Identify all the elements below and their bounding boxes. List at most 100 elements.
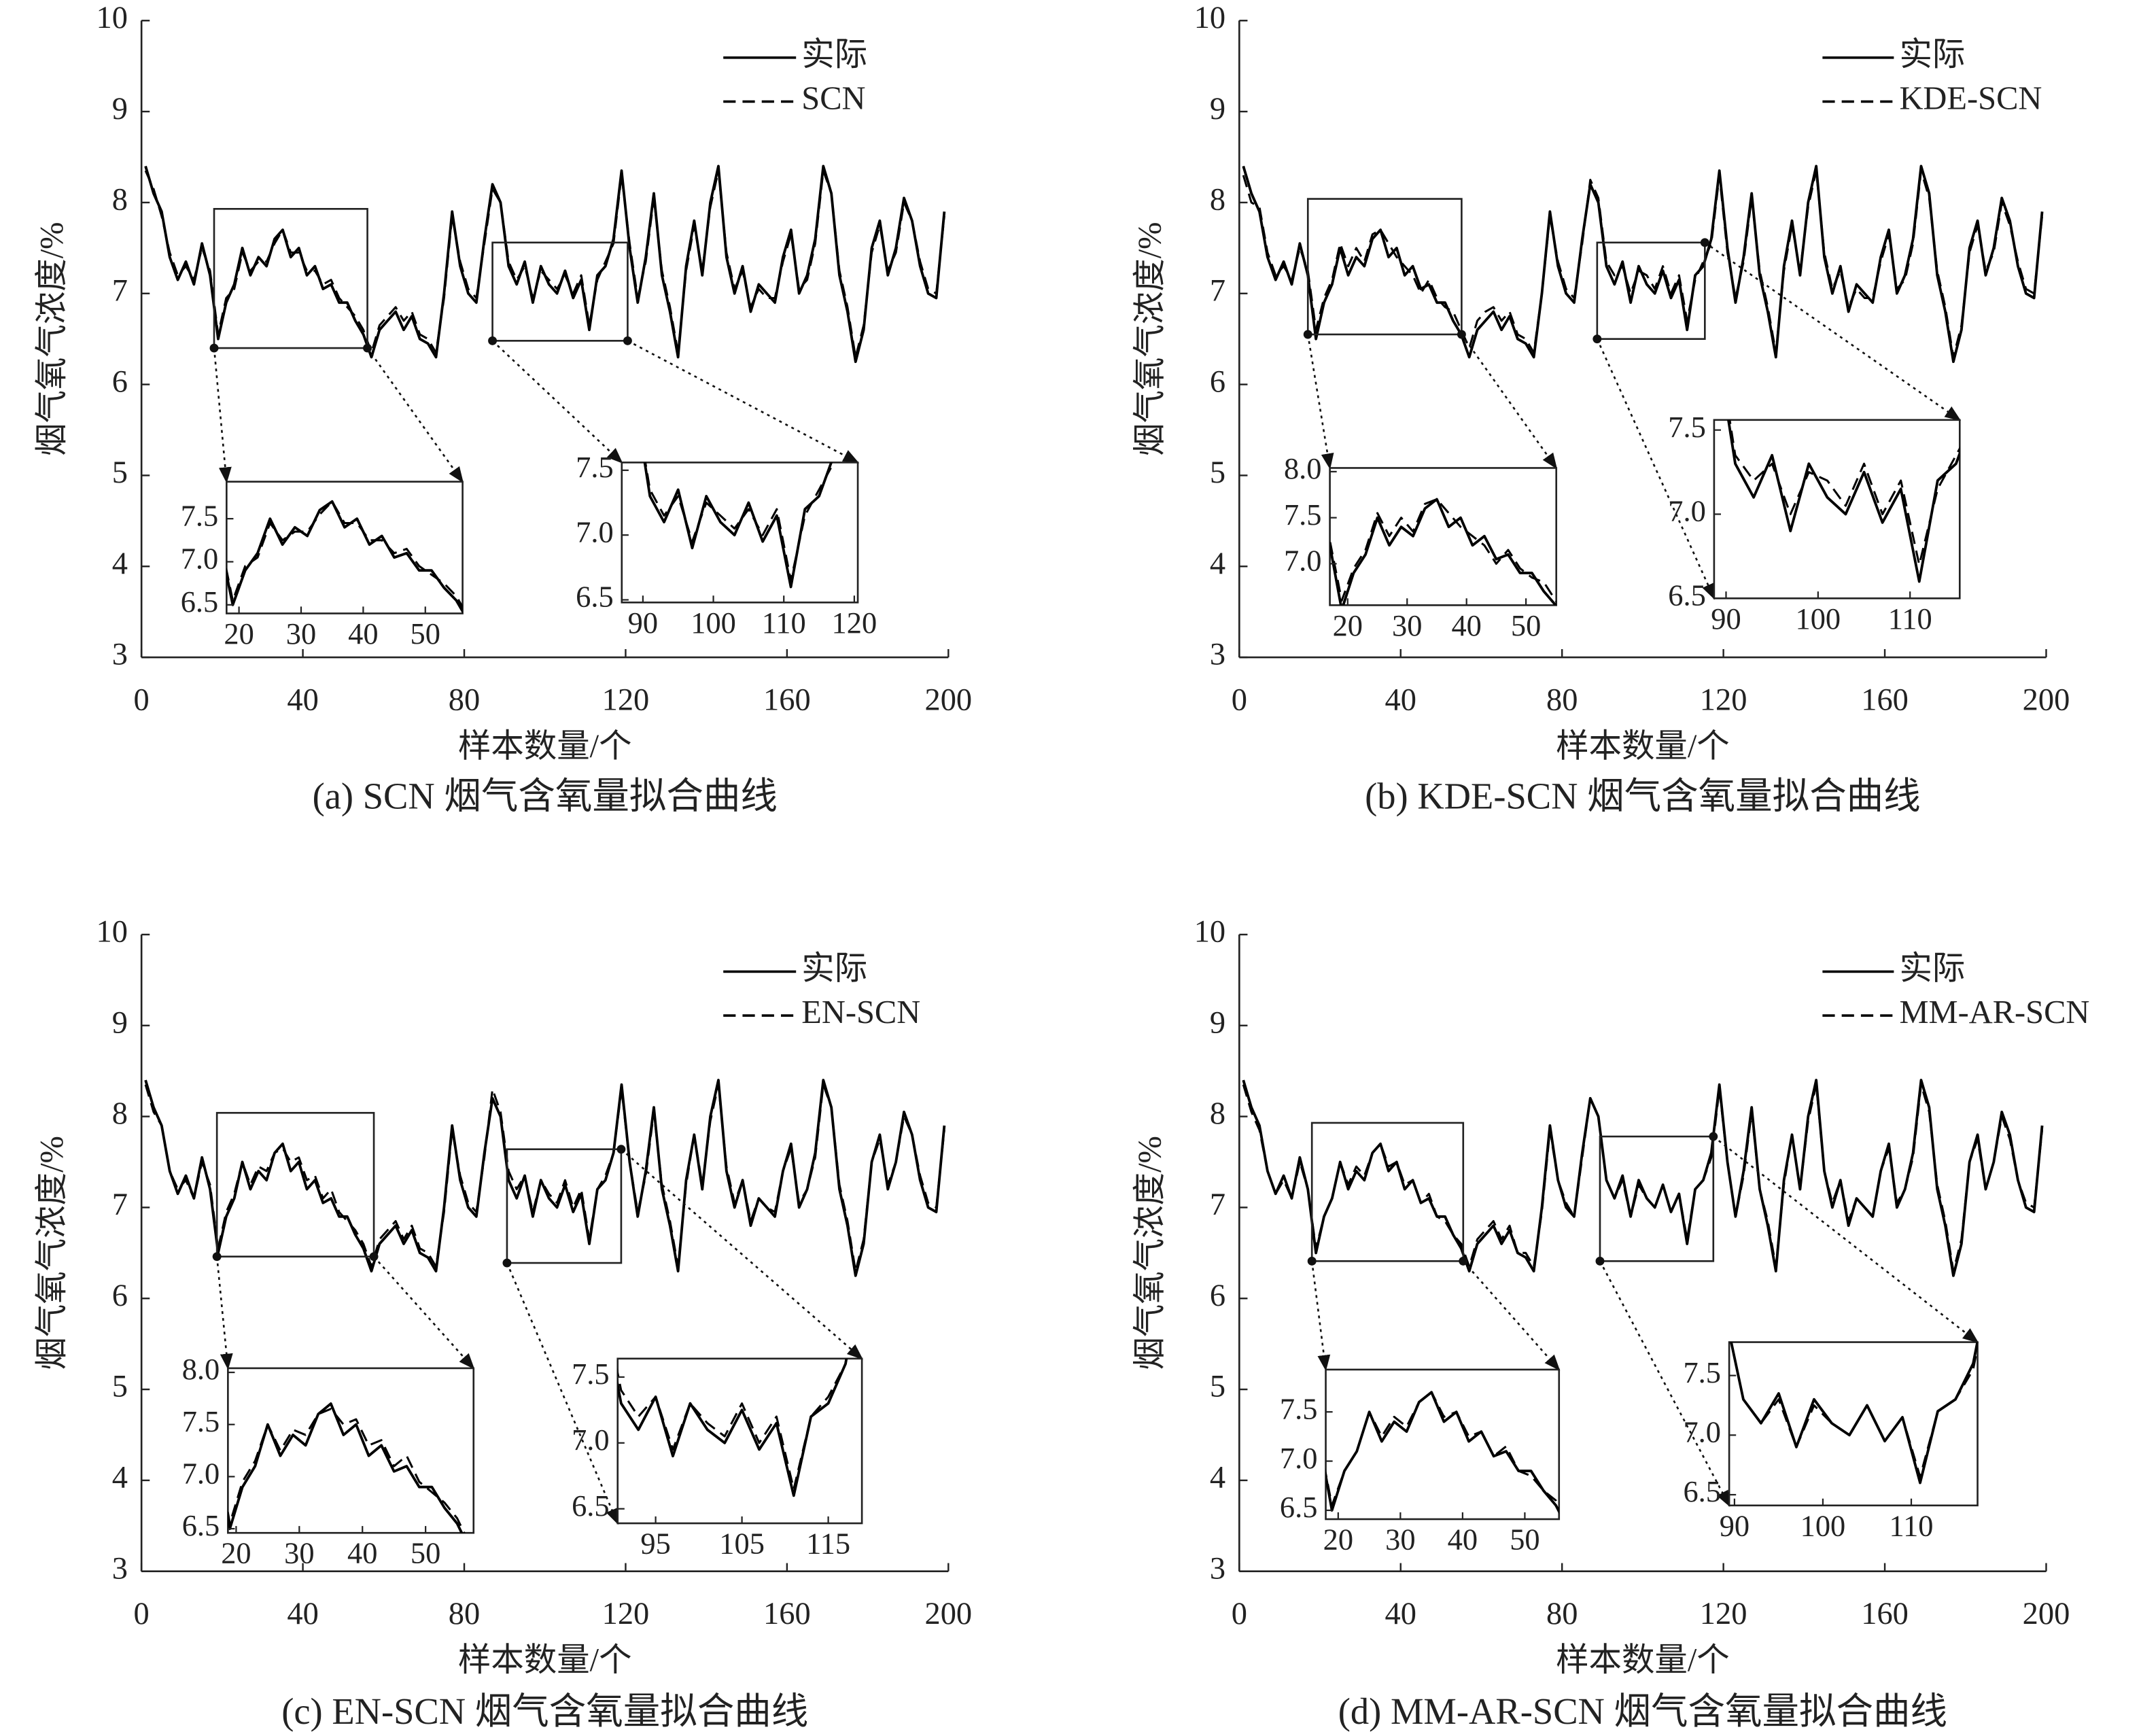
zoom-dot — [1457, 330, 1466, 339]
zoom-arrow — [1704, 241, 1962, 421]
series-line — [144, 169, 945, 358]
inset-x-tick-label: 120 — [832, 606, 877, 640]
series-line — [144, 164, 946, 364]
inset-x-tick-label: 50 — [1510, 1523, 1539, 1557]
y-tick-label: 9 — [112, 1005, 128, 1040]
x-axis-label: 样本数量/个 — [458, 1642, 632, 1678]
legend-label: 实际 — [1899, 37, 1965, 73]
y-tick-label: 8 — [112, 183, 128, 218]
inset-line — [617, 1358, 848, 1491]
x-tick-label: 80 — [449, 682, 480, 717]
plot-area — [144, 164, 946, 364]
zoom-box — [1310, 1122, 1465, 1262]
zoom-dot — [623, 336, 632, 345]
x-axis-label: 样本数量/个 — [458, 728, 632, 764]
y-tick-label: 7 — [1210, 1187, 1225, 1222]
inset-frame — [616, 1357, 863, 1525]
x-tick-label: 120 — [1700, 682, 1747, 717]
zoom-arrow — [1306, 334, 1334, 470]
inset-y-tick-label: 7.0 — [1668, 494, 1706, 528]
x-tick-label: 40 — [1385, 682, 1416, 717]
zoom-dot — [1303, 330, 1312, 339]
inset-y-tick-label: 8.0 — [182, 1352, 220, 1386]
zoom-dot — [502, 1258, 512, 1268]
legend-label: 实际 — [801, 37, 867, 73]
plot-area — [144, 1079, 946, 1277]
zoom-arrow — [627, 340, 860, 464]
zoom-arrow — [1462, 1260, 1561, 1371]
plot-area — [1242, 164, 2044, 364]
zoom-box — [506, 1148, 623, 1264]
zoom-box — [1596, 241, 1706, 340]
y-tick-label: 7 — [1210, 273, 1225, 308]
inset-line — [1329, 498, 1556, 606]
inset-frame — [1325, 1368, 1561, 1521]
inset-frame — [621, 462, 859, 604]
y-tick-label: 10 — [1194, 1, 1225, 35]
legend-label: 实际 — [1899, 951, 1965, 987]
x-tick-label: 40 — [287, 682, 318, 717]
x-axis-label: 样本数量/个 — [1556, 1642, 1730, 1678]
y-tick-label: 9 — [1210, 92, 1225, 126]
series-line — [144, 1079, 946, 1277]
inset-x-tick-label: 50 — [411, 1536, 440, 1570]
inset-y-tick-label: 7.0 — [576, 515, 614, 549]
y-tick-label: 5 — [1210, 455, 1225, 490]
zoom-box — [215, 1111, 375, 1257]
x-tick-label: 40 — [287, 1597, 318, 1631]
inset-y-tick-label: 7.5 — [1683, 1355, 1721, 1389]
y-tick-label: 9 — [1210, 1005, 1225, 1040]
y-tick-label: 5 — [112, 455, 128, 490]
x-tick-label: 40 — [1385, 1597, 1416, 1631]
inset: 6.5 7.0 7.5 90 100 110 — [1683, 1341, 1979, 1542]
inset-x-tick-label: 20 — [221, 1536, 251, 1570]
zoom-box — [1306, 198, 1463, 336]
zoom-arrow — [1599, 1260, 1730, 1507]
zoom-arrow — [215, 1256, 233, 1370]
inset-plot — [1325, 1391, 1559, 1515]
x-tick-label: 200 — [924, 1597, 972, 1631]
series-line — [144, 1083, 945, 1272]
x-tick-label: 160 — [1861, 682, 1909, 717]
zoom-arrow — [366, 347, 464, 483]
y-axis-label: 烟气氧气浓度/% — [1132, 1136, 1168, 1370]
inset-y-tick-label: 6.5 — [1668, 578, 1706, 612]
inset-x-tick-label: 90 — [628, 606, 658, 640]
caption: (a) SCN 烟气含氧量拟合曲线 — [313, 776, 778, 817]
inset-x-tick-label: 20 — [1323, 1523, 1353, 1557]
y-tick-label: 8 — [1210, 183, 1225, 218]
zoom-arrow — [1310, 1261, 1331, 1372]
zoom-dot — [369, 1252, 379, 1262]
inset-line — [228, 1408, 474, 1533]
x-tick-label: 200 — [2023, 1597, 2070, 1631]
inset-y-tick-label: 8.0 — [1284, 451, 1322, 485]
zoom-arrow — [1712, 1135, 1979, 1344]
caption: (d) MM-AR-SCN 烟气含氧量拟合曲线 — [1338, 1690, 1947, 1732]
y-tick-label: 9 — [112, 92, 128, 126]
y-tick-label: 5 — [112, 1370, 128, 1404]
x-tick-label: 80 — [1546, 1597, 1578, 1631]
y-tick-label: 4 — [1210, 1461, 1225, 1495]
x-tick-label: 0 — [134, 1597, 150, 1631]
inset-y-tick-label: 7.5 — [182, 1404, 220, 1438]
inset-x-tick-label: 100 — [1796, 602, 1841, 636]
inset-x-tick-label: 95 — [640, 1527, 670, 1561]
inset-x-tick-label: 90 — [1720, 1508, 1750, 1542]
y-axis-label: 烟气氧气浓度/% — [34, 1136, 70, 1370]
legend-label: SCN — [801, 81, 865, 117]
y-tick-label: 4 — [112, 1461, 128, 1495]
series-line — [1242, 164, 2044, 364]
zoom-box — [1599, 1135, 1715, 1262]
inset-frame — [1329, 467, 1558, 606]
plot-area — [1242, 1079, 2044, 1277]
inset-x-tick-label: 30 — [1392, 608, 1422, 642]
inset-frame — [1713, 419, 1961, 600]
y-tick-label: 6 — [112, 1279, 128, 1313]
zoom-box — [491, 241, 629, 342]
y-tick-label: 4 — [1210, 546, 1225, 581]
inset-plot — [643, 462, 835, 589]
